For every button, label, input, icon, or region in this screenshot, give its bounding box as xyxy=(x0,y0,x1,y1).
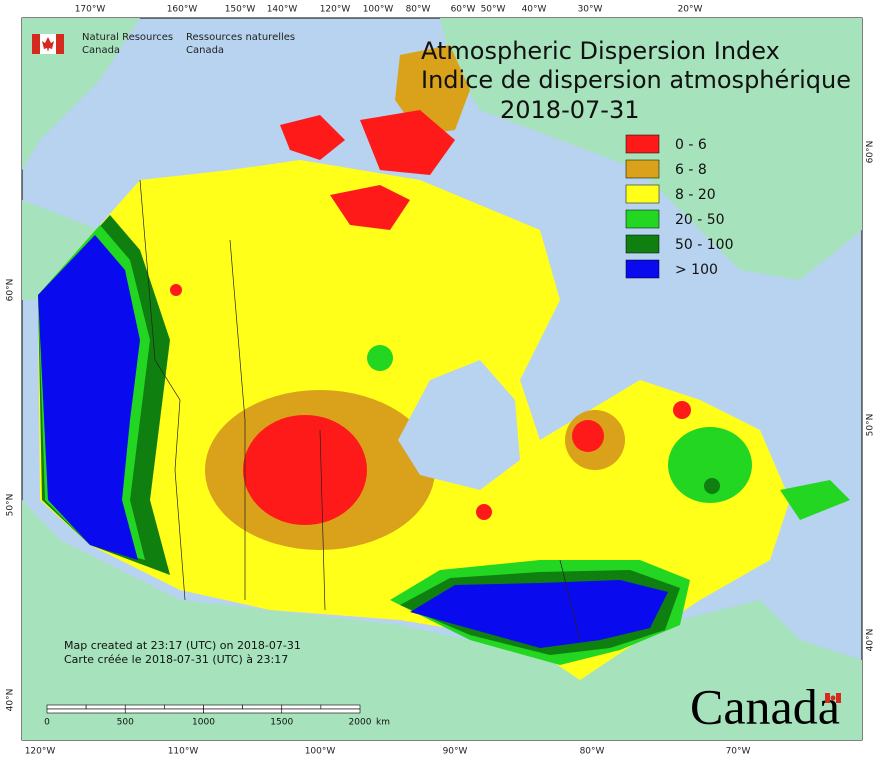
wordmark-flag xyxy=(825,693,841,703)
longitude-label: 80°W xyxy=(580,747,605,757)
province-border xyxy=(139,179,581,641)
legend-swatch xyxy=(625,234,660,254)
longitude-label: 120°W xyxy=(25,747,56,757)
latitude-label: 50°N xyxy=(6,494,16,517)
legend-label: 6 - 8 xyxy=(675,162,707,178)
scale-unit: km xyxy=(376,718,390,728)
scale-segment xyxy=(203,704,243,710)
longitude-label: 30°W xyxy=(578,5,603,15)
scale-label: 0 xyxy=(44,718,50,728)
legend-swatch xyxy=(625,184,660,204)
scale-segment xyxy=(124,704,165,710)
scale-segment xyxy=(46,708,126,714)
scale-label: 1000 xyxy=(192,718,215,728)
map-date: 2018-07-31 xyxy=(500,96,639,124)
wordmark: Canada xyxy=(690,678,840,734)
zone-region xyxy=(38,235,140,560)
legend-label: 8 - 20 xyxy=(675,187,716,203)
latitude-label: 60°N xyxy=(6,279,16,302)
alaska-south xyxy=(22,200,100,300)
zone-region xyxy=(572,420,604,452)
zone-region xyxy=(243,415,367,525)
zone-region xyxy=(330,185,410,230)
alaska xyxy=(22,18,140,170)
longitude-label: 110°W xyxy=(168,747,199,757)
scale-segment xyxy=(242,704,283,710)
longitude-label: 50°W xyxy=(481,5,506,15)
zone-region xyxy=(170,284,182,296)
scale-segment xyxy=(85,704,126,710)
longitude-label: 100°W xyxy=(363,5,394,15)
scale-label: 500 xyxy=(117,718,134,728)
longitude-label: 150°W xyxy=(225,5,256,15)
legend-label: 0 - 6 xyxy=(675,137,707,153)
scale-segment xyxy=(281,704,322,710)
title: Atmospheric Dispersion Index xyxy=(421,37,780,65)
legend-swatch xyxy=(625,209,660,229)
zone-region xyxy=(410,580,668,648)
zone-region xyxy=(360,110,455,175)
latitude-label: 40°N xyxy=(866,629,876,652)
longitude-label: 170°W xyxy=(75,5,106,15)
agency-en: Canada xyxy=(82,45,120,56)
maple-leaf xyxy=(42,37,54,52)
longitude-label: 40°W xyxy=(522,5,547,15)
legend-label: > 100 xyxy=(675,262,718,278)
latitude-label: 50°N xyxy=(866,414,876,437)
legend-label: 50 - 100 xyxy=(675,237,734,253)
scale-segment xyxy=(281,708,361,714)
nrcan-logo xyxy=(32,34,64,54)
scale-segment xyxy=(320,704,361,710)
zone-region xyxy=(367,345,393,371)
longitude-label: 70°W xyxy=(726,747,751,757)
legend-swatch xyxy=(625,134,660,154)
latitude-label: 60°N xyxy=(866,141,876,164)
agency-en: Natural Resources xyxy=(82,32,173,43)
zone-region xyxy=(240,165,310,210)
zone-region xyxy=(780,480,850,520)
scale-segment xyxy=(46,704,87,710)
longitude-label: 90°W xyxy=(443,747,468,757)
scale-label: 2000 xyxy=(349,718,372,728)
longitude-label: 80°W xyxy=(406,5,431,15)
legend-swatch xyxy=(625,159,660,179)
footer-line: Map created at 23:17 (UTC) on 2018-07-31 xyxy=(64,639,301,652)
longitude-label: 120°W xyxy=(320,5,351,15)
scale-segment xyxy=(164,704,204,710)
agency-fr: Canada xyxy=(186,45,224,56)
footer-line: Carte créée le 2018-07-31 (UTC) à 23:17 xyxy=(64,653,288,666)
longitude-label: 100°W xyxy=(305,747,336,757)
longitude-label: 60°W xyxy=(451,5,476,15)
zone-region xyxy=(668,427,752,503)
scale-segment xyxy=(203,708,283,714)
legend-swatch xyxy=(625,259,660,279)
zone-region xyxy=(476,504,492,520)
flag-bar xyxy=(836,693,841,703)
zone-region xyxy=(673,401,691,419)
longitude-label: 160°W xyxy=(167,5,198,15)
latitude-label: 40°N xyxy=(6,689,16,712)
scale-segment xyxy=(124,708,204,714)
longitude-label: 140°W xyxy=(267,5,298,15)
hudson-bay xyxy=(398,360,520,490)
agency-fr: Ressources naturelles xyxy=(186,32,295,43)
legend-label: 20 - 50 xyxy=(675,212,725,228)
longitude-label: 20°W xyxy=(678,5,703,15)
scale-label: 1500 xyxy=(270,718,293,728)
title: Indice de dispersion atmosphérique xyxy=(421,66,851,94)
maple-leaf xyxy=(830,695,836,701)
flag-bar xyxy=(56,34,64,54)
zone-region xyxy=(280,115,345,160)
flag-bar xyxy=(825,693,830,703)
flag-bar xyxy=(32,34,40,54)
usa xyxy=(22,500,862,740)
zone-region xyxy=(704,478,720,494)
